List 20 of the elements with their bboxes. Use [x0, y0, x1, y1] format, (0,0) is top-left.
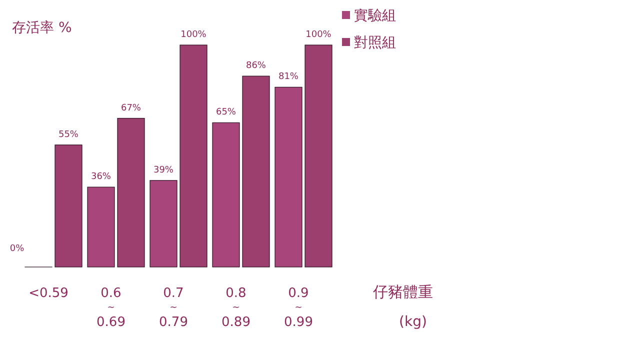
category: 0.6~0.69: [96, 286, 126, 330]
data-label: 39%: [154, 165, 174, 176]
xlabel: (kg): [399, 314, 427, 330]
data-label: 36%: [91, 172, 111, 182]
ylabel: 存活率 %: [12, 20, 72, 36]
data-label: 100%: [306, 30, 332, 40]
category: 0.9~0.99: [284, 286, 313, 330]
category: 0.8~0.89: [222, 286, 250, 330]
data-label: 86%: [246, 61, 266, 72]
legend-label: 對照組: [354, 35, 396, 51]
data-label: 0%: [10, 244, 24, 254]
data-label: 100%: [180, 30, 206, 40]
data-label: 81%: [278, 72, 298, 82]
legend-label: 實驗組: [354, 8, 396, 24]
category: <0.59: [28, 286, 68, 301]
xlabel: 仔豬體重: [373, 283, 433, 301]
data-label: 65%: [216, 108, 236, 118]
data-label: 55%: [58, 130, 78, 140]
category: 0.7~0.79: [159, 286, 188, 330]
data-label: 67%: [121, 103, 141, 114]
